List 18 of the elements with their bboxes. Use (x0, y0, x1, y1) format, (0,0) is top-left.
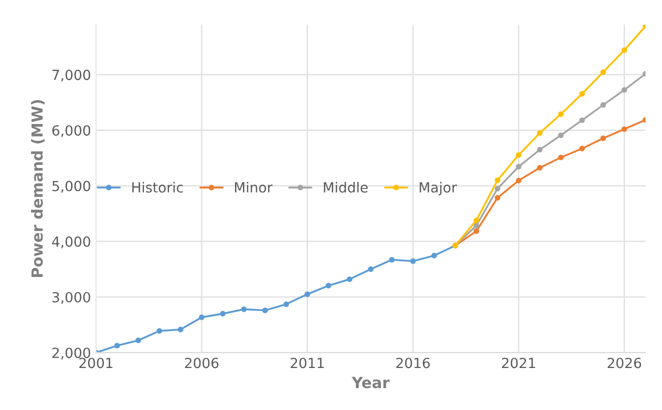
y-tick-label: 5,000 (52, 180, 90, 193)
x-tick-label: 2001 (79, 358, 112, 368)
y-tick-label: 7,000 (52, 70, 90, 82)
x-tick-label: 2016 (396, 358, 430, 368)
y-tick-label: 3,000 (52, 292, 90, 304)
x-tick-label: 2026 (608, 358, 642, 368)
y-axis-title: Power demand (MW) (31, 100, 45, 278)
legend-label: Middle (324, 182, 368, 193)
x-tick-label: 2006 (185, 358, 218, 368)
y-tick-label: 4,000 (52, 236, 90, 248)
x-tick-label: 2011 (290, 358, 324, 368)
x-tick-label: 2021 (502, 358, 536, 368)
legend-label: Major (420, 182, 457, 196)
legend-label: Minor (235, 182, 273, 193)
y-tick-label: 6,000 (52, 125, 90, 138)
legend-label: Historic (132, 182, 183, 193)
x-axis-title: Year (352, 376, 390, 388)
y-tick-label: 2,000 (52, 348, 90, 360)
